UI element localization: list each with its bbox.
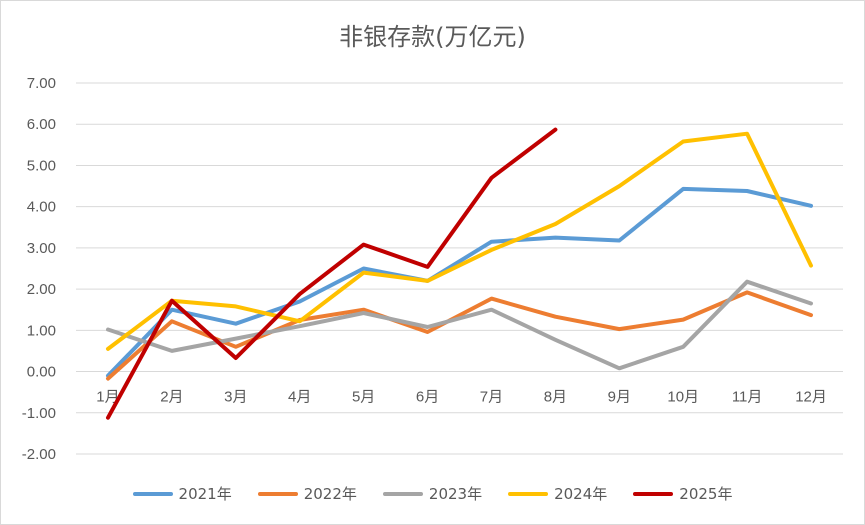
y-tick-label: -1.00 <box>22 405 56 422</box>
x-tick-label: 8月 <box>544 389 567 406</box>
x-tick-label: 1月 <box>96 389 119 406</box>
x-tick-label: 11月 <box>732 389 763 406</box>
legend-label: 2024年 <box>554 485 608 503</box>
legend-item: 2025年 <box>633 483 732 504</box>
x-tick-label: 5月 <box>352 389 375 406</box>
legend-item: 2021年 <box>132 483 232 504</box>
y-tick-label: 0.00 <box>27 364 56 381</box>
y-tick-label: 1.00 <box>27 322 56 339</box>
x-tick-label: 12月 <box>795 389 827 406</box>
x-tick-label: 7月 <box>480 389 503 406</box>
x-tick-label: 2月 <box>160 389 183 406</box>
legend: 2021年 2022年 2023年 2024年 2025年 <box>1 483 864 504</box>
legend-swatch <box>508 491 549 496</box>
y-tick-label: 5.00 <box>27 157 56 174</box>
x-tick-label: 6月 <box>416 389 439 406</box>
y-tick-label: -2.00 <box>22 446 56 463</box>
y-tick-label: 4.00 <box>27 199 56 216</box>
x-tick-label: 3月 <box>224 389 247 406</box>
legend-label: 2022年 <box>303 485 357 503</box>
series-line-2024年 <box>106 131 813 351</box>
y-tick-label: 6.00 <box>27 116 56 133</box>
legend-swatch <box>633 491 674 496</box>
legend-item: 2022年 <box>257 483 357 504</box>
series-line-2023年 <box>106 279 813 371</box>
x-tick-label: 9月 <box>608 389 631 406</box>
legend-swatch <box>257 491 298 496</box>
y-tick-label: 3.00 <box>27 240 56 257</box>
chart-title: 非银存款(万亿元) <box>339 23 526 51</box>
legend-label: 2025年 <box>679 485 733 503</box>
legend-item: 2024年 <box>508 483 607 504</box>
legend-label: 2021年 <box>178 485 232 503</box>
y-tick-label: 7.00 <box>27 75 56 92</box>
legend-swatch <box>382 491 423 496</box>
y-tick-label: 2.00 <box>27 281 56 298</box>
x-tick-label: 10月 <box>667 389 699 406</box>
legend-item: 2023年 <box>382 483 483 504</box>
legend-swatch <box>132 491 173 496</box>
series-line-2025年 <box>106 127 558 420</box>
series-line-2021年 <box>106 186 813 378</box>
x-tick-label: 4月 <box>288 389 311 406</box>
legend-label: 2023年 <box>428 485 483 503</box>
